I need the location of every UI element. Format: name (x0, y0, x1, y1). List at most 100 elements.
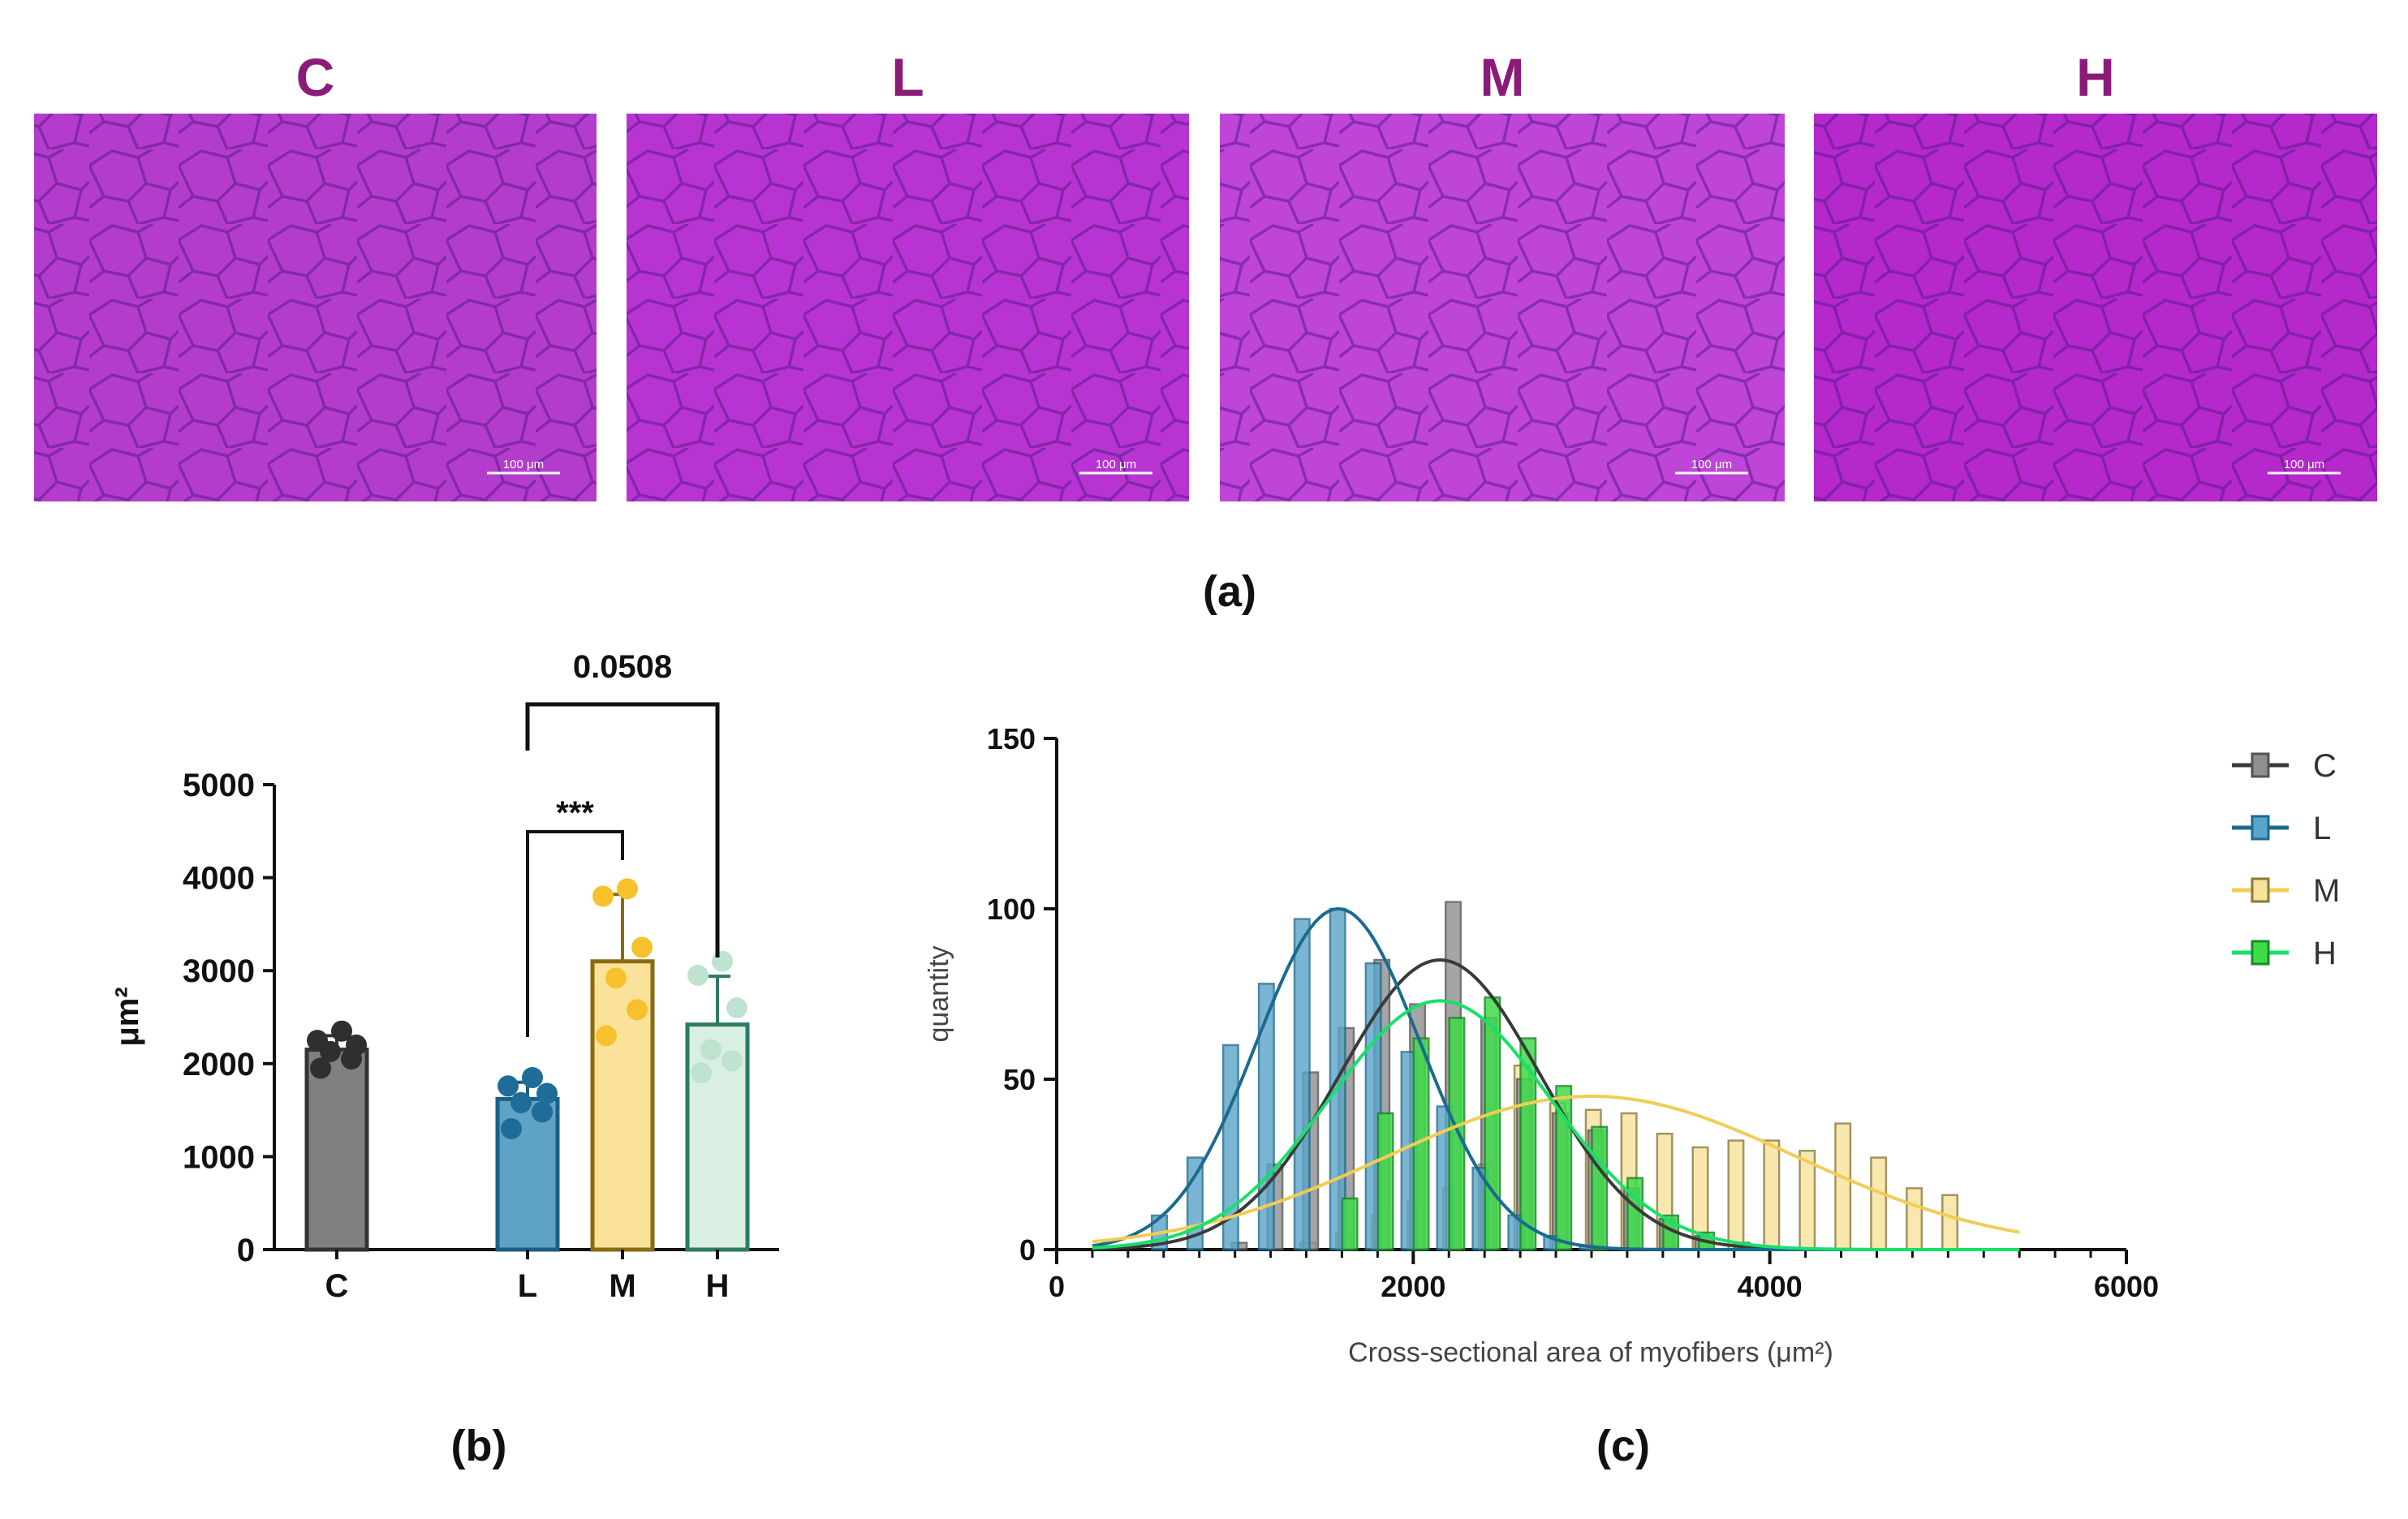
data-point-h (722, 1050, 743, 1072)
data-point-l (536, 1082, 558, 1104)
bar-y-axis-title: μm² (110, 987, 145, 1046)
hist-y-tick-label: 0 (1019, 1233, 1036, 1267)
data-point-m (605, 967, 627, 989)
fit-curve-h (1092, 999, 2020, 1251)
significance-bracket-l-m (526, 830, 624, 1037)
panel-b-label: (b) (451, 1422, 507, 1470)
bar-y-tick-label: 5000 (183, 768, 255, 803)
micrograph-title: C (296, 47, 335, 107)
hist-x-tick-label: 6000 (2094, 1270, 2159, 1303)
scale-bar-label: 100 μm (1096, 458, 1136, 471)
legend-label: L (2313, 811, 2331, 846)
scale-bar-label: 100 μm (503, 458, 544, 471)
micrograph-c: C 100 μm (34, 47, 597, 501)
legend-swatch (2251, 877, 2270, 903)
data-point-h (700, 1039, 722, 1061)
micrograph-l: L 100 μm (627, 47, 1189, 501)
hist-x-tick-label: 4000 (1738, 1270, 1803, 1303)
legend-item-c: C (2232, 748, 2337, 784)
micrograph-title: M (1480, 47, 1525, 107)
micrograph-title: L (891, 47, 924, 107)
panel-a-label: (a) (1203, 567, 1256, 616)
histogram-bar-h (1626, 1177, 1644, 1251)
bar-x-tick-label: H (706, 1268, 730, 1304)
legend-item-l: L (2232, 811, 2331, 846)
data-point-m (596, 1025, 617, 1047)
histogram-bars (1151, 901, 1959, 1251)
legend-item-m: M (2232, 873, 2340, 909)
data-point-c (331, 1020, 352, 1042)
micrograph-title: H (2076, 47, 2115, 107)
myofiber-outlines (34, 114, 597, 501)
hist-x-tick-label: 0 (1049, 1270, 1065, 1303)
histogram-bar-m (1906, 1187, 1923, 1251)
bar-y-tick-label: 4000 (183, 861, 255, 897)
data-point-m (631, 936, 653, 958)
fit-curve-m (1092, 1095, 2020, 1244)
bar-x-tick-label: L (518, 1268, 537, 1304)
myofiber-outlines (1814, 114, 2377, 501)
data-point-m (627, 999, 648, 1021)
scale-bar-label: 100 μm (2284, 458, 2324, 471)
data-point-h (726, 997, 747, 1019)
bar-x-tick-label: M (609, 1268, 635, 1304)
histogram-bar-m (1834, 1122, 1852, 1251)
legend-item-h: H (2232, 936, 2337, 971)
significance-label-l-h: 0.0508 (573, 649, 672, 685)
micrograph-h: H 100 μm (1814, 47, 2377, 501)
bar-x-tick-label: C (325, 1268, 349, 1304)
histogram-bar-m (1763, 1139, 1781, 1251)
significance-bracket-l-h (525, 702, 720, 957)
micrograph-panel: C 100 μm L 100 μm M 100 μm H 100 μm (34, 47, 2377, 501)
data-point-h (687, 964, 709, 986)
scale-bar-label: 100 μm (1691, 458, 1732, 471)
hist-y-axis-title: quantity (924, 945, 954, 1042)
legend-label: H (2313, 936, 2337, 971)
data-point-l (501, 1118, 522, 1140)
bar-y-tick-label: 0 (237, 1233, 255, 1268)
legend-label: M (2313, 873, 2340, 909)
histogram-series-h (1341, 996, 1751, 1251)
significance-label-l-m: *** (556, 795, 594, 831)
myofiber-outlines (1220, 114, 1785, 501)
panel-c-label: (c) (1596, 1422, 1650, 1470)
data-point-l (498, 1075, 519, 1097)
hist-x-tick-label: 2000 (1381, 1270, 1445, 1303)
legend-swatch (2251, 940, 2270, 966)
bar-c (304, 1048, 369, 1252)
myofiber-outlines (627, 114, 1189, 501)
data-point-l (522, 1066, 543, 1088)
histogram-bar-h (1555, 1085, 1573, 1251)
data-point-h (712, 950, 733, 972)
histogram-bar-h (1591, 1125, 1609, 1251)
data-point-c (310, 1057, 331, 1079)
bar-chart-b: 0 1000 2000 3000 4000 5000 μm² C L M H *** 0.0508 (110, 649, 779, 1304)
histogram-bar-h (1519, 1037, 1537, 1251)
histogram-bar-l (1293, 918, 1311, 1251)
histogram-bar-m (1727, 1139, 1745, 1251)
data-point-c (346, 1034, 367, 1056)
data-point-l (510, 1091, 532, 1113)
data-point-m (617, 878, 638, 900)
histogram-bar-h (1448, 1017, 1466, 1251)
bar-y-tick-label: 2000 (183, 1047, 255, 1082)
histogram-x-axis-title: Cross-sectional area of myofibers (μm²) (1348, 1337, 1833, 1368)
data-point-c (307, 1030, 328, 1052)
bar-y-tick-label: 1000 (183, 1139, 255, 1175)
micrograph-m: M 100 μm (1220, 47, 1785, 501)
histogram-bar-m (1798, 1149, 1816, 1251)
data-point-m (592, 885, 614, 907)
legend-label: C (2313, 748, 2337, 784)
hist-y-tick-label: 50 (1003, 1063, 1036, 1096)
histogram-bar-h (1484, 996, 1501, 1251)
histogram-bar-h (1341, 1197, 1359, 1251)
legend-swatch (2251, 815, 2270, 841)
histogram-bar-m (1941, 1194, 1959, 1251)
hist-y-tick-label: 100 (987, 893, 1036, 926)
histogram-bar-h (1376, 1112, 1394, 1251)
data-point-l (532, 1101, 553, 1123)
data-point-h (691, 1062, 712, 1084)
